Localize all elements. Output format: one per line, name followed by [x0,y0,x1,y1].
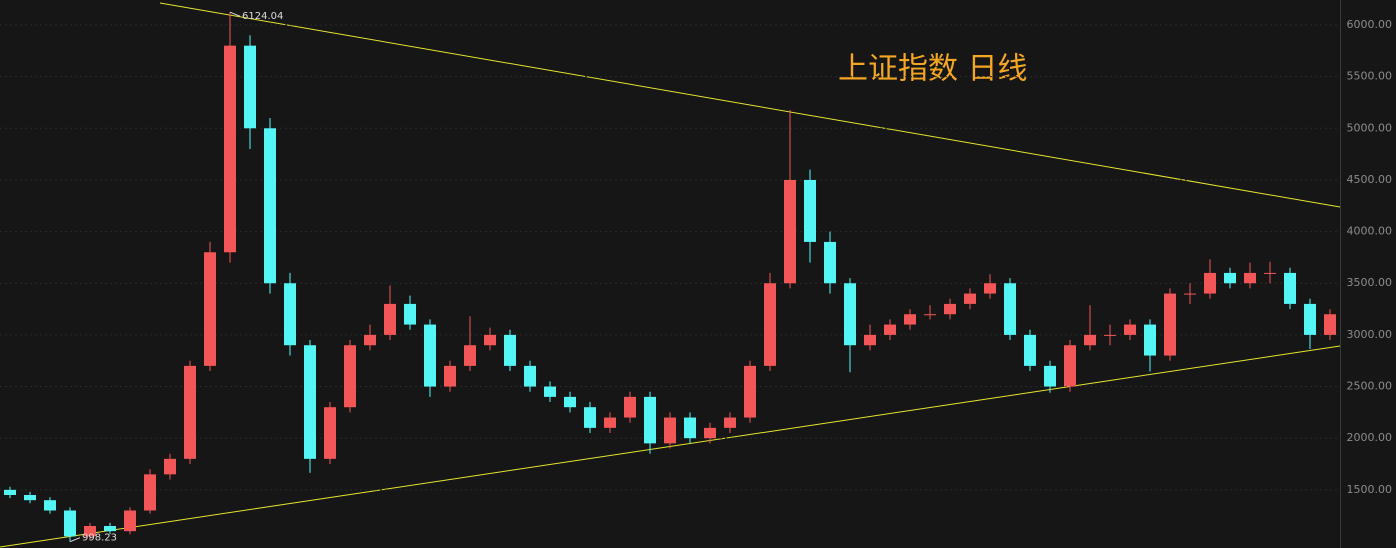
candle-body [84,525,96,537]
candle-body [304,345,316,459]
candle-body [144,474,156,511]
chart-title: 上证指数 日线 [838,52,1028,87]
candle-body [864,334,876,346]
candle-body [584,407,596,428]
candle-body [1324,314,1336,335]
candle-body [384,303,396,335]
candle-body [244,45,256,129]
candle-body [1284,272,1296,304]
candle-body [264,128,276,284]
candle-body [1144,324,1156,356]
candle-body [1224,272,1236,284]
candle-body [964,293,976,304]
candle-body [684,417,696,439]
annotation-pointer [69,537,81,543]
y-tick-label: 4500.00 [1347,173,1393,186]
y-tick-label: 5500.00 [1347,70,1393,83]
candle-body [904,314,916,325]
candle-body [784,179,796,284]
candle-body [1084,334,1096,346]
candle-body [1044,365,1056,387]
candle-body [1204,272,1216,294]
candle-body [1064,345,1076,387]
candle-body [364,334,376,346]
candle-body [724,417,736,428]
y-tick-label: 3000.00 [1347,328,1393,341]
candle-body [844,283,856,346]
candle-body [1164,293,1176,356]
candle-body [744,365,756,418]
candle-body [444,365,456,387]
candle-body [1304,303,1316,335]
candle-body [704,427,716,439]
candle-body [944,303,956,315]
candle-body [1104,334,1116,336]
candle-body [484,334,496,346]
candle-body [564,396,576,408]
candle-body [324,407,336,459]
candle-body [344,345,356,408]
candle-body [1024,334,1036,366]
y-tick-label: 1500.00 [1347,483,1393,496]
candle-body [604,417,616,428]
y-tick-label: 6000.00 [1347,18,1393,31]
candle-body [424,324,436,387]
y-tick-label: 4000.00 [1347,225,1393,238]
y-tick-label: 5000.00 [1347,121,1393,134]
candle-body [284,283,296,346]
candle-body [884,324,896,335]
candle-body [1264,272,1276,274]
candle-body [984,283,996,294]
candle-body [224,45,236,253]
annotation: 6124.04 [242,11,283,22]
candle-body [664,417,676,444]
candle-body [764,283,776,366]
candle-body [644,396,656,444]
y-tick-label: 2000.00 [1347,431,1393,444]
candle-body [544,386,556,397]
candle-body [824,241,836,284]
y-tick-label: 3500.00 [1347,276,1393,289]
candle-body [1244,272,1256,284]
candle-body [184,365,196,459]
candle-body [404,303,416,325]
candle-body [1184,293,1196,295]
candle-body [204,252,216,366]
candle-body [524,365,536,387]
candle-body [64,510,76,537]
candle-body [104,525,116,532]
candle-body [464,345,476,366]
candle-body [124,510,136,532]
candle-body [624,396,636,418]
annotation-pointer [229,11,241,17]
trend-line [159,2,1341,208]
candle-body [924,314,936,316]
candle-body [804,179,816,242]
y-tick-label: 2500.00 [1347,380,1393,393]
candle-body [1124,324,1136,335]
candle-body [44,500,56,511]
candle-body [4,489,16,496]
candle-body [164,458,176,475]
annotation: 998.23 [82,533,117,544]
candle-body [504,334,516,366]
candle-body [1004,283,1016,335]
candle-body [24,495,36,501]
